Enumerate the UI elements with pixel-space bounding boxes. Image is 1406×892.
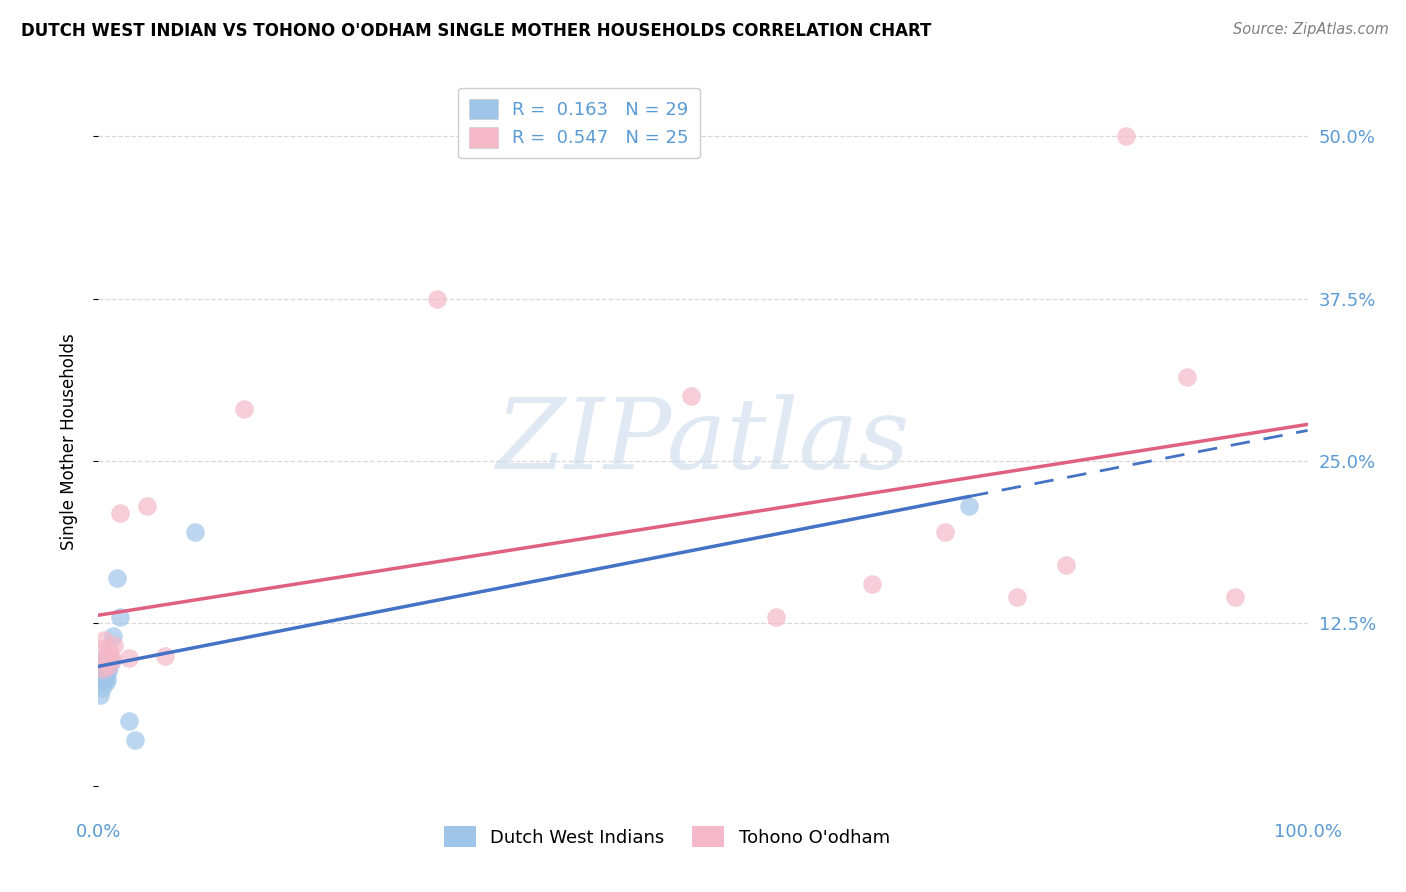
Point [91,662,114,676]
Point [934,525,956,540]
Point [97,659,120,673]
Point [103,639,125,653]
Point [97,656,120,670]
Point [153,648,176,663]
Point [91,681,114,696]
Point [94,651,117,665]
Point [91,665,114,679]
Point [100,648,122,663]
Point [91,662,114,676]
Point [93,651,115,665]
Point [1223,591,1246,605]
Point [118,714,141,728]
Point [118,651,141,665]
Point [679,389,702,403]
Point [96,672,118,686]
Point [93,633,115,648]
Point [98,642,121,657]
Text: ZIPatlas: ZIPatlas [496,394,910,489]
Point [90,656,112,670]
Point [184,525,207,540]
Point [100,656,122,670]
Point [1115,129,1137,144]
Point [108,506,131,520]
Point [860,577,883,591]
Point [100,653,122,667]
Point [94,674,117,689]
Point [957,500,980,514]
Point [1175,369,1198,384]
Point [93,668,115,682]
Point [91,656,114,670]
Point [135,500,157,514]
Point [89,688,111,702]
Point [91,642,114,657]
Point [98,659,121,673]
Point [96,656,118,670]
Point [124,733,146,747]
Point [97,665,120,679]
Point [1007,591,1029,605]
Point [232,402,254,417]
Text: DUTCH WEST INDIAN VS TOHONO O'ODHAM SINGLE MOTHER HOUSEHOLDS CORRELATION CHART: DUTCH WEST INDIAN VS TOHONO O'ODHAM SING… [21,22,931,40]
Legend: Dutch West Indians, Tohono O'odham: Dutch West Indians, Tohono O'odham [436,819,897,855]
Point [96,662,118,676]
Point [765,610,787,624]
Point [94,665,117,679]
Point [96,651,118,665]
Point [93,659,115,673]
Point [105,571,128,585]
Point [91,672,114,686]
Point [90,668,112,682]
Y-axis label: Single Mother Households: Single Mother Households [59,334,77,549]
Text: Source: ZipAtlas.com: Source: ZipAtlas.com [1233,22,1389,37]
Point [101,629,124,643]
Point [1054,558,1077,572]
Point [108,610,131,624]
Point [94,656,117,670]
Point [426,292,449,306]
Point [91,656,114,670]
